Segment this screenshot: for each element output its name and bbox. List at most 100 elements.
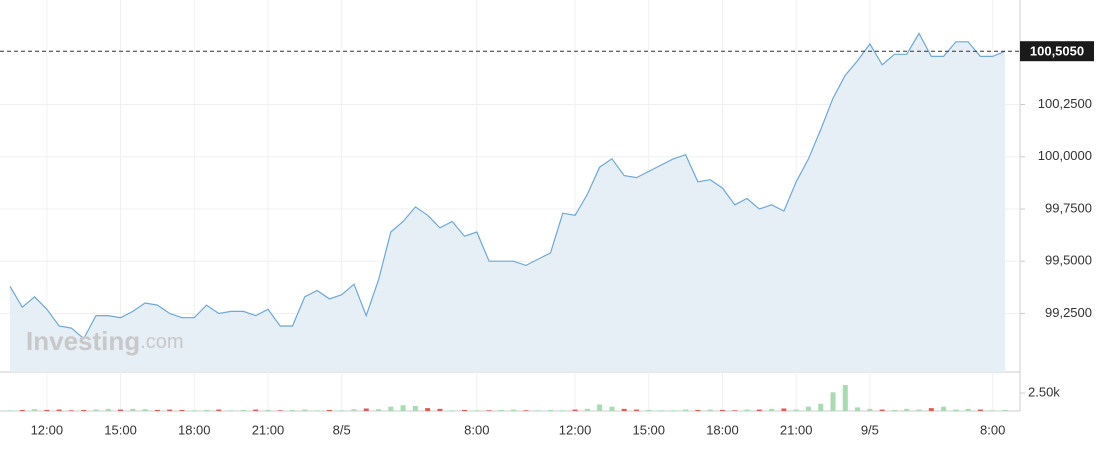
x-tick-label: 15:00 xyxy=(104,422,137,437)
volume-bar xyxy=(744,409,750,411)
volume-bar xyxy=(732,410,738,411)
volume-bar xyxy=(339,410,345,411)
x-tick-label: 9/5 xyxy=(861,422,879,437)
volume-bar xyxy=(977,409,983,411)
volume-bar xyxy=(953,409,959,411)
volume-bar xyxy=(547,409,553,411)
volume-bar xyxy=(437,408,443,411)
volume-bar xyxy=(830,392,836,411)
x-tick-label: 21:00 xyxy=(780,422,813,437)
volume-bar xyxy=(253,409,259,411)
volume-bar xyxy=(290,409,296,411)
volume-bar xyxy=(560,410,566,411)
volume-bar xyxy=(965,408,971,411)
volume-bar xyxy=(56,409,62,411)
x-tick-label: 8:00 xyxy=(464,422,489,437)
volume-bar xyxy=(523,410,529,411)
volume-bar xyxy=(326,409,332,411)
volume-bar xyxy=(535,410,541,411)
y-tick-label: 99,7500 xyxy=(1045,200,1092,215)
volume-bar xyxy=(228,410,234,411)
volume-bar xyxy=(818,403,824,411)
x-tick-label: 8/5 xyxy=(333,422,351,437)
volume-bar xyxy=(621,408,627,411)
y-tick-label: 100,0000 xyxy=(1038,148,1092,163)
last-price-label: 100,5050 xyxy=(1030,44,1084,59)
watermark: Investing.com xyxy=(26,326,183,356)
volume-bar xyxy=(1002,409,1008,411)
volume-bar xyxy=(842,385,848,411)
volume-bar xyxy=(683,409,689,411)
price-line xyxy=(9,32,1006,340)
volume-bar xyxy=(179,409,185,411)
volume-bar xyxy=(412,405,418,411)
volume-bar xyxy=(719,409,725,411)
x-tick-label: 12:00 xyxy=(31,422,64,437)
volume-bar xyxy=(265,409,271,411)
y-tick-label: 99,2500 xyxy=(1045,305,1092,320)
volume-bar xyxy=(376,409,382,411)
volume-bar xyxy=(449,410,455,411)
volume-bar xyxy=(658,410,664,411)
volume-bar xyxy=(867,408,873,411)
volume-bar xyxy=(707,409,713,411)
volume-bar xyxy=(646,409,652,411)
volume-bar xyxy=(511,409,517,411)
volume-bar xyxy=(388,406,394,411)
volume-bar xyxy=(32,409,38,411)
volume-bar xyxy=(7,410,13,411)
volume-bar xyxy=(105,408,111,411)
volume-bar xyxy=(597,404,603,411)
volume-bar xyxy=(916,409,922,411)
x-tick-label: 21:00 xyxy=(252,422,285,437)
y-tick-label: 99,5000 xyxy=(1045,253,1092,268)
volume-bar xyxy=(154,409,160,411)
volume-bar xyxy=(216,409,222,411)
volume-bar xyxy=(633,409,639,411)
watermark-brand: Investing xyxy=(26,326,140,356)
volume-bar xyxy=(805,406,811,411)
volume-bar xyxy=(93,409,99,411)
volume-bar xyxy=(167,409,173,411)
volume-bar xyxy=(142,409,148,411)
volume-bar xyxy=(904,408,910,411)
volume-bar xyxy=(793,409,799,411)
x-tick-label: 15:00 xyxy=(632,422,665,437)
volume-bar xyxy=(19,409,25,411)
volume-bar xyxy=(609,406,615,411)
volume-bar xyxy=(425,408,431,411)
price-area xyxy=(10,33,1005,373)
volume-bar xyxy=(130,408,136,411)
volume-bar xyxy=(584,408,590,411)
volume-bar xyxy=(941,406,947,411)
volume-bar xyxy=(363,408,369,411)
volume-bar xyxy=(462,409,468,411)
y-tick-label: 100,2500 xyxy=(1038,96,1092,111)
volume-bar xyxy=(928,408,934,411)
volume-bar xyxy=(302,409,308,411)
volume-bar xyxy=(191,410,197,411)
x-tick-label: 18:00 xyxy=(706,422,739,437)
x-tick-label: 18:00 xyxy=(178,422,211,437)
volume-bar xyxy=(81,409,87,411)
volume-bar xyxy=(572,409,578,411)
volume-bar xyxy=(498,409,504,411)
volume-bar xyxy=(118,409,124,411)
volume-bar xyxy=(486,410,492,411)
volume-bar xyxy=(879,409,885,411)
volume-bar xyxy=(400,405,406,411)
watermark-domain: .com xyxy=(140,331,183,353)
volume-bar xyxy=(756,409,762,411)
x-tick-label: 8:00 xyxy=(980,422,1005,437)
volume-bar xyxy=(670,410,676,411)
volume-bar xyxy=(990,410,996,411)
volume-bar xyxy=(44,409,50,411)
volume-bar xyxy=(351,409,357,411)
volume-bar xyxy=(769,408,775,411)
volume-bar xyxy=(68,410,74,411)
last-price-box xyxy=(1020,41,1094,62)
y-tick-label: 2.50k xyxy=(1028,384,1060,399)
volume-bar xyxy=(277,410,283,411)
